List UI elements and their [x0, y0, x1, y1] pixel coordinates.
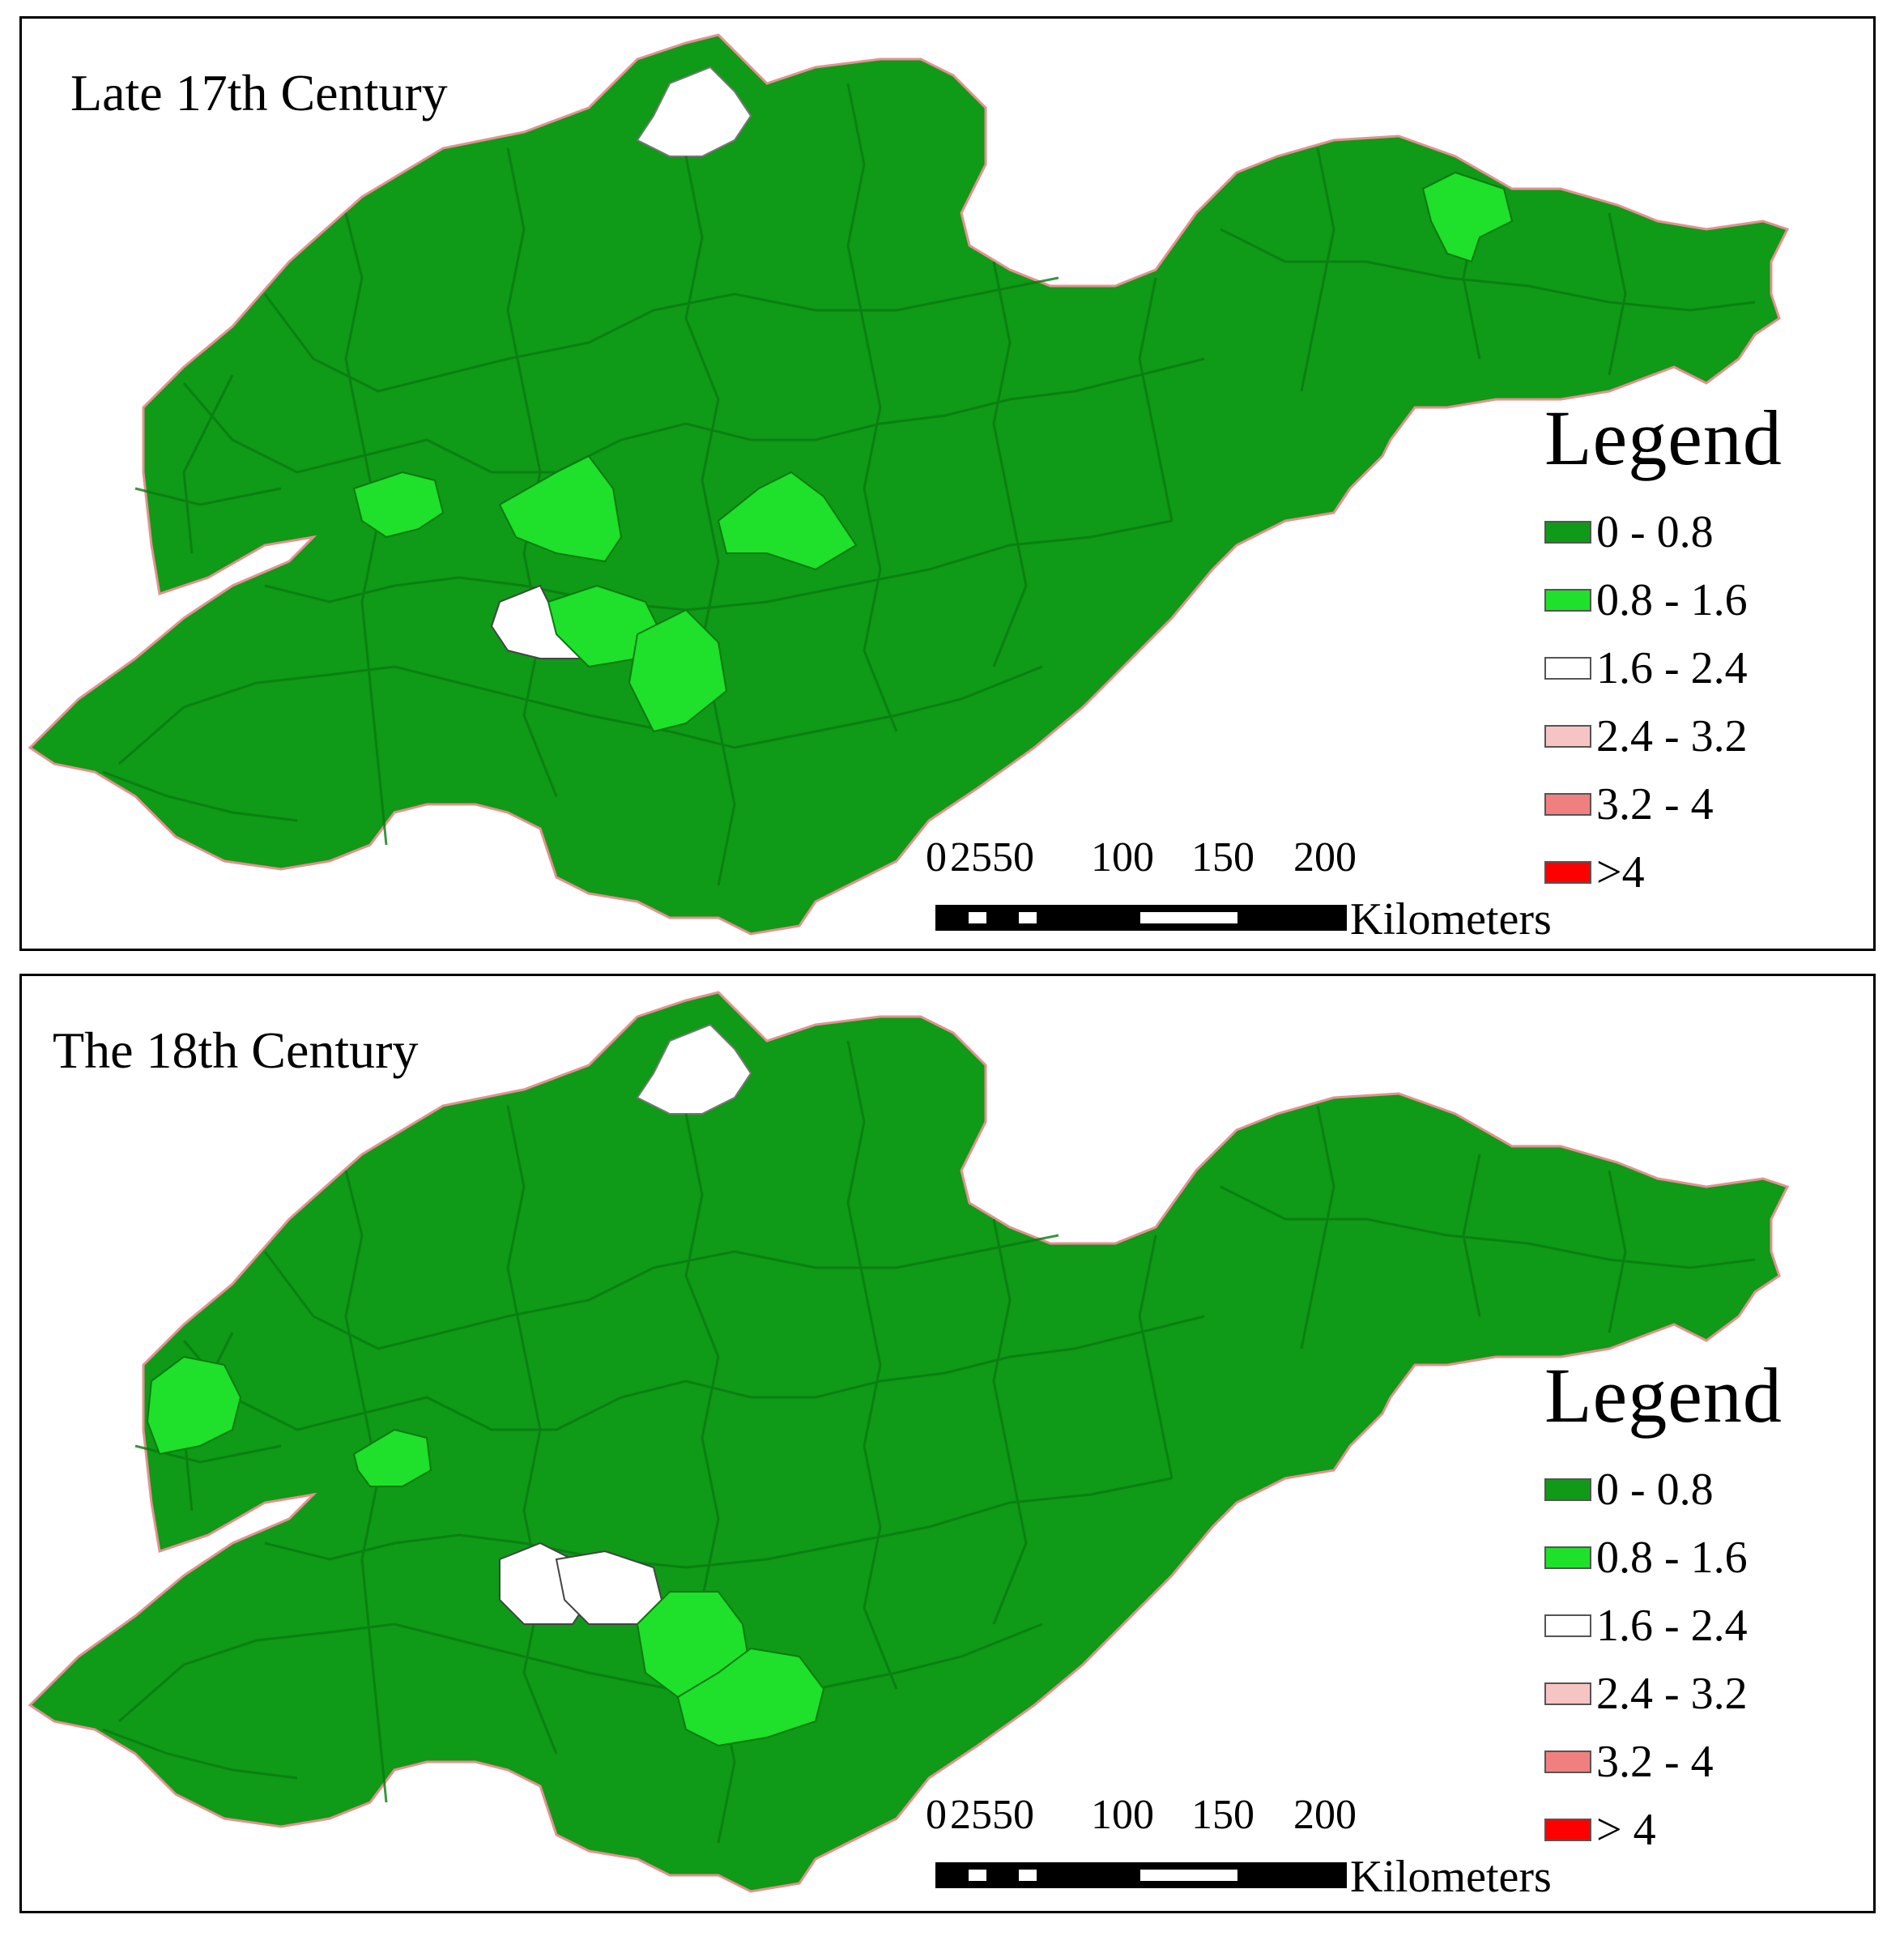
province-base: [28, 991, 1790, 1893]
legend-swatch: [1544, 1751, 1591, 1773]
scale-segment: [969, 912, 986, 923]
legend-item: > 4: [1544, 1796, 1836, 1864]
legend-swatch: [1544, 657, 1591, 680]
scale-tick: 100: [1091, 834, 1154, 881]
scale-tick: 150: [1191, 1792, 1254, 1838]
legend-label: 1.6 - 2.4: [1596, 643, 1748, 693]
district-borders: [102, 83, 1756, 886]
legend-title: Legend: [1544, 394, 1783, 481]
legend-swatch: [1544, 1614, 1591, 1637]
scale-tick: 200: [1293, 834, 1357, 881]
legend-swatch: [1544, 521, 1591, 544]
legend-item: 0.8 - 1.6: [1544, 566, 1836, 634]
scale-tick: 50: [992, 834, 1034, 881]
scale-tick: 50: [992, 1792, 1034, 1838]
legend-label: 0.8 - 1.6: [1596, 575, 1748, 625]
legend-item: 3.2 - 4: [1544, 770, 1836, 838]
scale-bar: 0 25 50 100 150 200 Kilometers: [913, 834, 1561, 949]
scale-unit: Kilometers: [1350, 1852, 1552, 1902]
legend-swatch: [1544, 725, 1591, 748]
map-panel-18th-century: The 18th Century Legend 0 - 0.8 0.8 - 1.…: [19, 974, 1876, 1913]
scale-segment: [969, 1870, 986, 1881]
legend-label: 2.4 - 3.2: [1596, 711, 1748, 761]
legend-swatch: [1544, 1478, 1591, 1501]
legend-label: > 4: [1596, 1805, 1656, 1855]
scale-bar-graphic: [935, 905, 1347, 931]
legend-swatch: [1544, 1819, 1591, 1841]
legend-label: 0 - 0.8: [1596, 1465, 1714, 1515]
panel-title: Late 17th Century: [70, 64, 448, 122]
scale-bar-graphic: [935, 1862, 1347, 1888]
scale-segment: [1140, 1870, 1237, 1881]
legend-item: 2.4 - 3.2: [1544, 702, 1836, 770]
district-borders: [102, 1040, 1756, 1844]
legend: Legend 0 - 0.8 0.8 - 1.6 1.6 - 2.4 2.4 -…: [1544, 399, 1836, 906]
legend-item: 0.8 - 1.6: [1544, 1524, 1836, 1592]
legend-label: >4: [1596, 847, 1645, 898]
scale-tick: 200: [1293, 1792, 1357, 1838]
legend-label: 2.4 - 3.2: [1596, 1669, 1748, 1719]
legend-label: 1.6 - 2.4: [1596, 1601, 1748, 1651]
scale-tick: 150: [1191, 834, 1254, 881]
scale-tick: 0: [926, 834, 947, 881]
scale-tick: 100: [1091, 1792, 1154, 1838]
province-map: [28, 991, 1790, 1893]
scale-segment: [1019, 912, 1037, 923]
province-base: [28, 33, 1790, 936]
legend-item: 0 - 0.8: [1544, 498, 1836, 566]
legend-item: >4: [1544, 838, 1836, 906]
legend-item: 0 - 0.8: [1544, 1456, 1836, 1524]
legend-label: 3.2 - 4: [1596, 779, 1714, 829]
scale-tick: 0: [926, 1792, 947, 1838]
legend-label: 0.8 - 1.6: [1596, 1533, 1748, 1583]
province-map: [28, 33, 1790, 936]
legend-title: Legend: [1544, 1352, 1783, 1439]
legend-swatch: [1544, 1546, 1591, 1569]
legend-swatch: [1544, 861, 1591, 884]
scale-segment: [1140, 912, 1237, 923]
scale-segment: [1019, 1870, 1037, 1881]
scale-bar: 0 25 50 100 150 200 Kilometers: [913, 1794, 1561, 1908]
highlight-regions: [352, 171, 1514, 733]
scale-unit: Kilometers: [1350, 894, 1552, 945]
highlight-regions: [146, 1355, 825, 1747]
panel-title: The 18th Century: [53, 1021, 419, 1079]
legend-item: 1.6 - 2.4: [1544, 1592, 1836, 1660]
legend-label: 0 - 0.8: [1596, 507, 1714, 557]
legend-swatch: [1544, 793, 1591, 816]
map-panel-late-17th-century: Late 17th Century Legend 0 - 0.8 0.8 - 1…: [19, 16, 1876, 951]
legend-item: 3.2 - 4: [1544, 1728, 1836, 1796]
legend-swatch: [1544, 589, 1591, 612]
legend-item: 1.6 - 2.4: [1544, 634, 1836, 702]
legend: Legend 0 - 0.8 0.8 - 1.6 1.6 - 2.4 2.4 -…: [1544, 1357, 1836, 1864]
scale-tick: 25: [950, 1792, 992, 1838]
scale-tick: 25: [950, 834, 992, 881]
legend-item: 2.4 - 3.2: [1544, 1660, 1836, 1728]
legend-swatch: [1544, 1682, 1591, 1705]
legend-label: 3.2 - 4: [1596, 1737, 1714, 1787]
